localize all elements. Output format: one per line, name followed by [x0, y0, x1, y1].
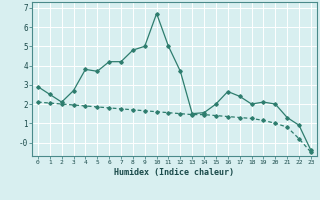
- X-axis label: Humidex (Indice chaleur): Humidex (Indice chaleur): [115, 168, 234, 177]
